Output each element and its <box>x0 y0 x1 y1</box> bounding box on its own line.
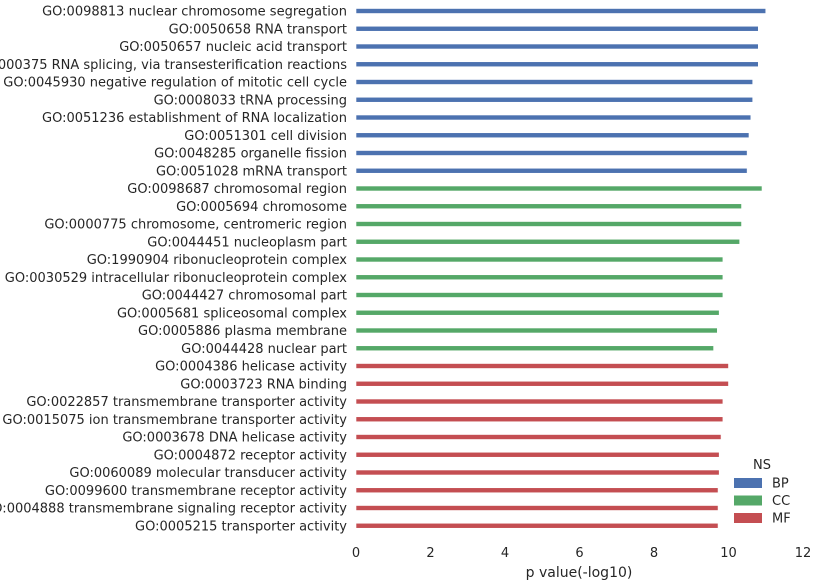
legend-label: CC <box>772 494 790 509</box>
bar <box>355 79 754 85</box>
y-tick-label: GO:0015075 ion transmembrane transporter… <box>2 413 347 428</box>
legend-swatch <box>734 495 762 506</box>
y-tick-label: GO:0051028 mRNA transport <box>156 164 347 179</box>
bar <box>355 132 750 139</box>
bar <box>355 345 714 352</box>
y-tick-label: GO:0098813 nuclear chromosome segregatio… <box>42 5 347 20</box>
x-tick-label: 6 <box>575 546 583 561</box>
bar <box>355 167 748 174</box>
x-tick-label: 10 <box>720 546 737 561</box>
bar <box>355 363 729 369</box>
y-tick-label: GO:0005886 plasma membrane <box>138 324 347 339</box>
bar <box>355 61 759 68</box>
y-tick-label: GO:0003678 DNA helicase activity <box>122 431 347 446</box>
bar <box>355 451 720 458</box>
y-tick-label: GO:0098687 chromosomal region <box>127 182 347 197</box>
bar <box>355 309 720 316</box>
bar <box>355 505 719 511</box>
bar <box>355 327 718 334</box>
legend-label: MF <box>772 512 791 527</box>
y-tick-label: GO:0004872 receptor activity <box>154 448 348 463</box>
bar <box>355 292 724 298</box>
x-tick-labels: 0 2 4 6 8 10 12 <box>352 546 811 561</box>
bar <box>355 398 724 405</box>
y-tick-labels: GO:0098813 nuclear chromosome segregatio… <box>0 5 347 535</box>
y-tick-label: GO:0044451 nucleoplasm part <box>147 235 347 250</box>
y-tick-label: GO:0022857 transmembrane transporter act… <box>26 395 347 410</box>
x-axis-title: p value(-log10) <box>526 565 633 581</box>
y-tick-label: GO:0004386 helicase activity <box>155 360 347 375</box>
y-tick-label: GO:0008033 tRNA processing <box>154 93 347 108</box>
bar <box>355 238 740 245</box>
y-tick-label: GO:0048285 organelle fission <box>154 147 347 162</box>
legend: NS BP CC MF <box>734 458 791 527</box>
y-tick-label: GO:0005681 spliceosomal complex <box>117 306 347 321</box>
bar <box>355 150 748 156</box>
y-tick-label: GO:0050658 RNA transport <box>169 22 347 37</box>
bar <box>355 380 729 387</box>
bar <box>355 185 763 192</box>
legend-swatch <box>734 513 762 523</box>
y-tick-label: GO:0051301 cell division <box>184 129 347 144</box>
x-tick-label: 2 <box>426 546 434 561</box>
y-tick-label: GO:0099600 transmembrane receptor activi… <box>45 484 347 499</box>
y-tick-label: GO:0004888 transmembrane signaling recep… <box>0 502 347 517</box>
bar <box>355 256 724 263</box>
legend-title: NS <box>753 458 771 473</box>
bar <box>355 221 742 227</box>
bar <box>355 469 720 476</box>
y-tick-label: GO:0030529 intracellular ribonucleoprote… <box>5 271 348 286</box>
bar <box>355 96 754 103</box>
legend-label: BP <box>772 477 789 492</box>
y-tick-label: GO:0005694 chromosome <box>176 200 347 215</box>
y-tick-label: GO:0044427 chromosomal part <box>142 289 347 304</box>
bar <box>355 522 719 529</box>
x-tick-label: 0 <box>352 546 360 561</box>
x-tick-label: 8 <box>650 546 658 561</box>
bar <box>355 8 767 14</box>
legend-swatch <box>734 478 762 488</box>
bars-group <box>355 8 767 529</box>
bar <box>355 203 742 210</box>
y-tick-label: GO:0000375 RNA splicing, via transesteri… <box>0 58 347 73</box>
bar <box>355 416 724 423</box>
x-tick-label: 12 <box>795 546 812 561</box>
y-tick-label: GO:0060089 molecular transducer activity <box>69 466 347 481</box>
bar <box>355 274 724 281</box>
y-tick-label: GO:1990904 ribonucleoprotein complex <box>87 253 348 268</box>
bar <box>355 114 752 121</box>
y-tick-label: GO:0044428 nuclear part <box>181 342 347 357</box>
y-tick-label: GO:0050657 nucleic acid transport <box>119 40 347 55</box>
bar <box>355 43 759 50</box>
y-tick-label: GO:0045930 negative regulation of mitoti… <box>3 76 347 91</box>
y-tick-label: GO:0003723 RNA binding <box>180 377 347 392</box>
y-tick-label: GO:0005215 transporter activity <box>135 519 347 534</box>
y-tick-label: GO:0000775 chromosome, centromeric regio… <box>44 218 347 233</box>
x-tick-label: 4 <box>501 546 509 561</box>
bar <box>355 434 722 440</box>
bar <box>355 25 759 32</box>
y-tick-label: GO:0051236 establishment of RNA localiza… <box>42 111 347 126</box>
bar <box>355 487 719 494</box>
